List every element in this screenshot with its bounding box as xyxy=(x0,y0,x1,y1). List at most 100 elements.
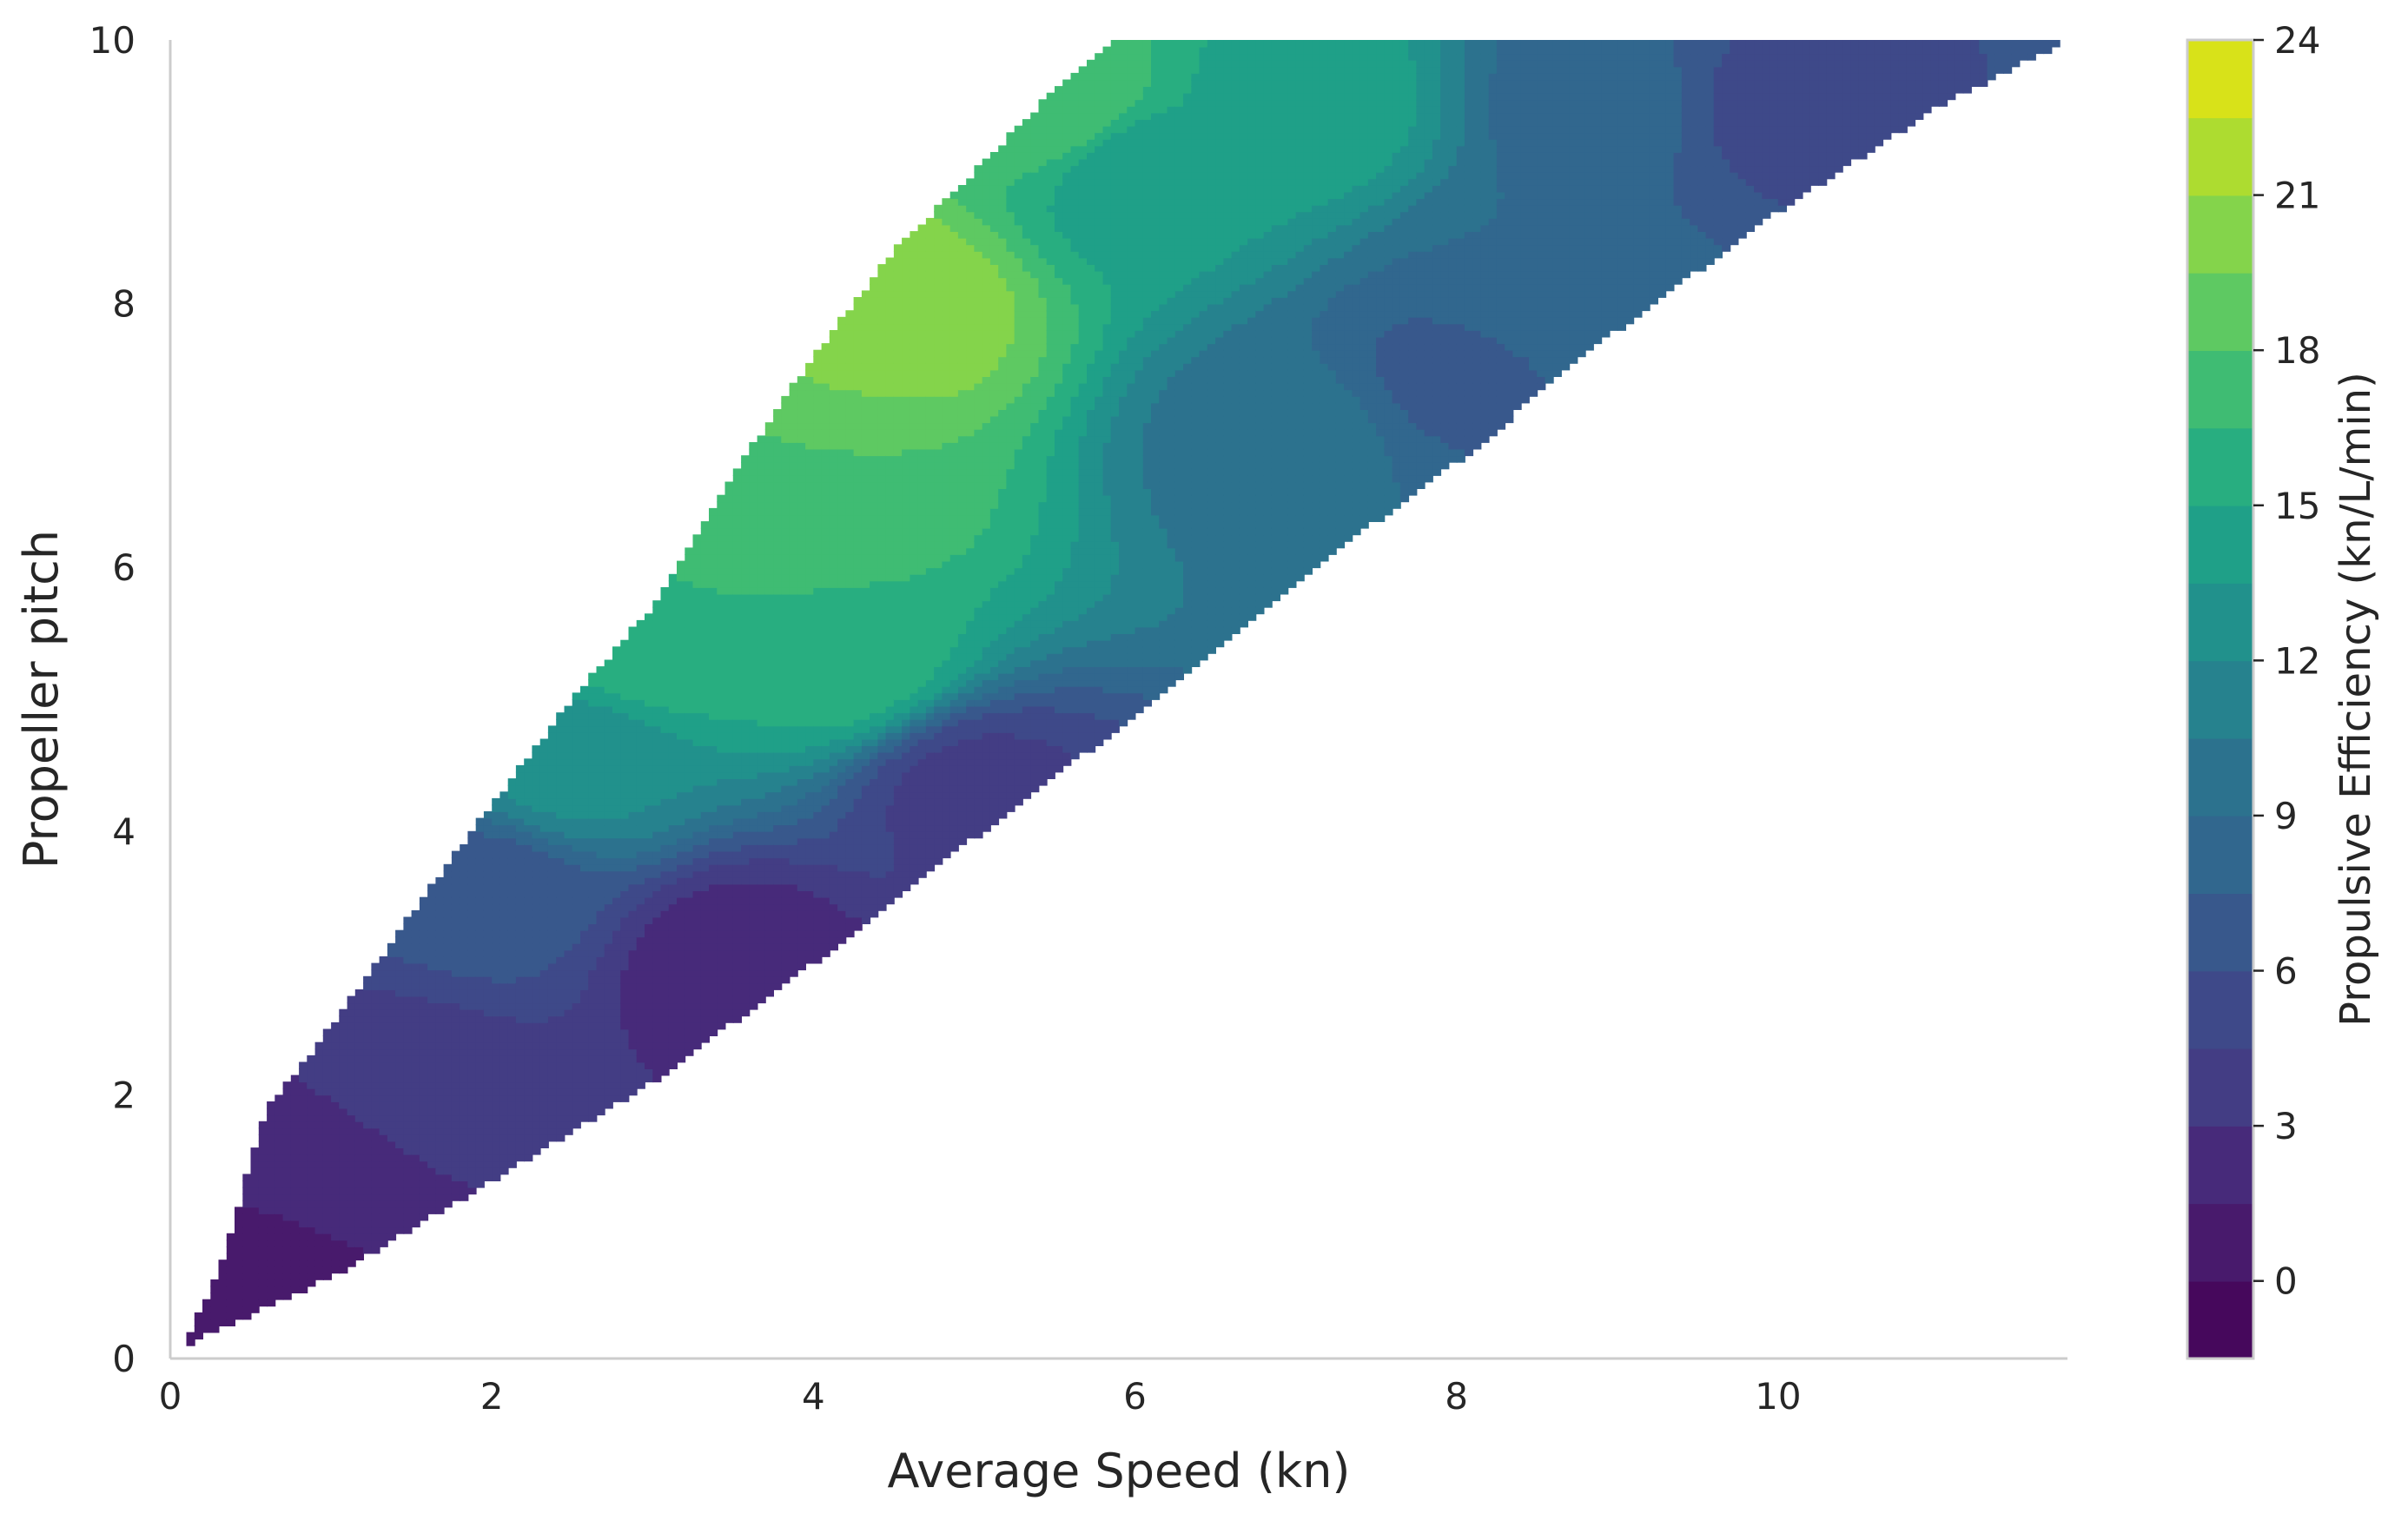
contour-cell xyxy=(322,1061,332,1069)
contour-cell xyxy=(652,745,662,753)
contour-cell xyxy=(387,989,397,997)
contour-cell xyxy=(732,811,742,819)
contour-cell xyxy=(677,857,686,865)
contour-cell xyxy=(773,791,783,799)
contour-cell xyxy=(717,784,726,793)
contour-cell xyxy=(275,1193,284,1201)
contour-cell xyxy=(499,1055,509,1063)
contour-cell xyxy=(539,1068,549,1076)
contour-cell xyxy=(620,850,630,859)
contour-cell xyxy=(556,989,566,997)
contour-cell xyxy=(612,1002,622,1010)
contour-cell xyxy=(492,1107,501,1116)
contour-cell xyxy=(861,778,871,786)
contour-cell xyxy=(547,817,558,826)
contour-cell xyxy=(821,705,830,714)
contour-cell xyxy=(870,764,879,773)
contour-cell xyxy=(837,876,847,885)
contour-cell xyxy=(387,1015,397,1023)
contour-cell xyxy=(668,844,678,852)
contour-cell xyxy=(660,646,670,654)
contour-cell xyxy=(821,521,830,529)
contour-cell xyxy=(813,890,823,898)
contour-cell xyxy=(749,626,758,634)
contour-cell xyxy=(314,1094,324,1102)
contour-cell xyxy=(588,1101,598,1109)
contour-cell xyxy=(467,1174,477,1181)
contour-cell xyxy=(580,975,590,984)
contour-cell xyxy=(612,659,622,667)
contour-cell xyxy=(837,778,847,786)
contour-cell xyxy=(547,797,558,806)
contour-cell xyxy=(620,745,630,753)
contour-cell xyxy=(354,1081,364,1089)
contour-cell xyxy=(677,975,686,984)
contour-cell xyxy=(339,1200,348,1208)
contour-cell xyxy=(732,527,742,536)
contour-cell xyxy=(645,718,654,727)
contour-cell xyxy=(757,705,766,714)
contour-cell xyxy=(692,791,702,799)
contour-cell xyxy=(475,1074,485,1083)
contour-cell xyxy=(588,764,598,773)
contour-cell xyxy=(499,929,509,938)
contour-cell xyxy=(226,1279,235,1287)
contour-cell xyxy=(773,890,783,898)
contour-cell xyxy=(732,870,742,878)
contour-cell xyxy=(379,1180,388,1188)
contour-cell xyxy=(741,639,751,648)
contour-cell xyxy=(460,857,469,865)
contour-cell xyxy=(443,883,453,891)
contour-cell xyxy=(829,534,838,542)
contour-cell xyxy=(435,1187,445,1195)
contour-cell xyxy=(861,540,871,549)
contour-cell xyxy=(532,837,541,845)
contour-cell xyxy=(290,1207,300,1214)
contour-cell xyxy=(797,936,806,944)
contour-cell xyxy=(805,745,815,753)
contour-cell xyxy=(539,969,549,977)
contour-cell xyxy=(588,745,598,753)
contour-cell xyxy=(645,923,654,931)
contour-cell xyxy=(258,1200,268,1208)
contour-cell xyxy=(354,1253,364,1261)
contour-cell xyxy=(354,1015,364,1023)
contour-cell xyxy=(403,989,413,997)
contour-cell xyxy=(870,817,879,826)
contour-cell xyxy=(829,580,838,588)
contour-cell xyxy=(395,949,405,957)
contour-cell xyxy=(829,896,838,905)
contour-cell xyxy=(709,916,718,924)
contour-cell xyxy=(564,1094,573,1102)
contour-cell xyxy=(435,896,445,905)
contour-cell xyxy=(764,863,774,872)
contour-cell xyxy=(588,811,598,819)
contour-cell xyxy=(492,1140,501,1148)
contour-cell xyxy=(492,995,501,1004)
contour-cell xyxy=(677,666,686,674)
contour-cell xyxy=(339,1048,348,1056)
contour-cell xyxy=(258,1246,268,1254)
contour-cell xyxy=(821,778,830,786)
contour-cell xyxy=(515,784,526,793)
contour-cell xyxy=(451,1114,461,1122)
contour-cell xyxy=(339,1041,348,1050)
contour-cell xyxy=(604,863,613,872)
contour-cell xyxy=(395,1187,405,1195)
contour-cell xyxy=(837,771,847,779)
contour-cell xyxy=(773,738,783,746)
contour-cell xyxy=(395,1101,405,1109)
contour-cell xyxy=(290,1154,300,1162)
contour-cell xyxy=(692,844,702,852)
contour-cell xyxy=(267,1147,276,1155)
contour-cell xyxy=(331,1266,341,1274)
contour-cell xyxy=(492,982,501,990)
contour-cell xyxy=(499,804,509,812)
contour-cell xyxy=(821,455,830,463)
contour-cell xyxy=(870,850,879,859)
contour-cell xyxy=(789,850,798,859)
contour-cell xyxy=(532,903,541,911)
contour-cell xyxy=(805,382,815,391)
contour-cell xyxy=(379,962,388,971)
contour-cell xyxy=(524,1154,533,1162)
